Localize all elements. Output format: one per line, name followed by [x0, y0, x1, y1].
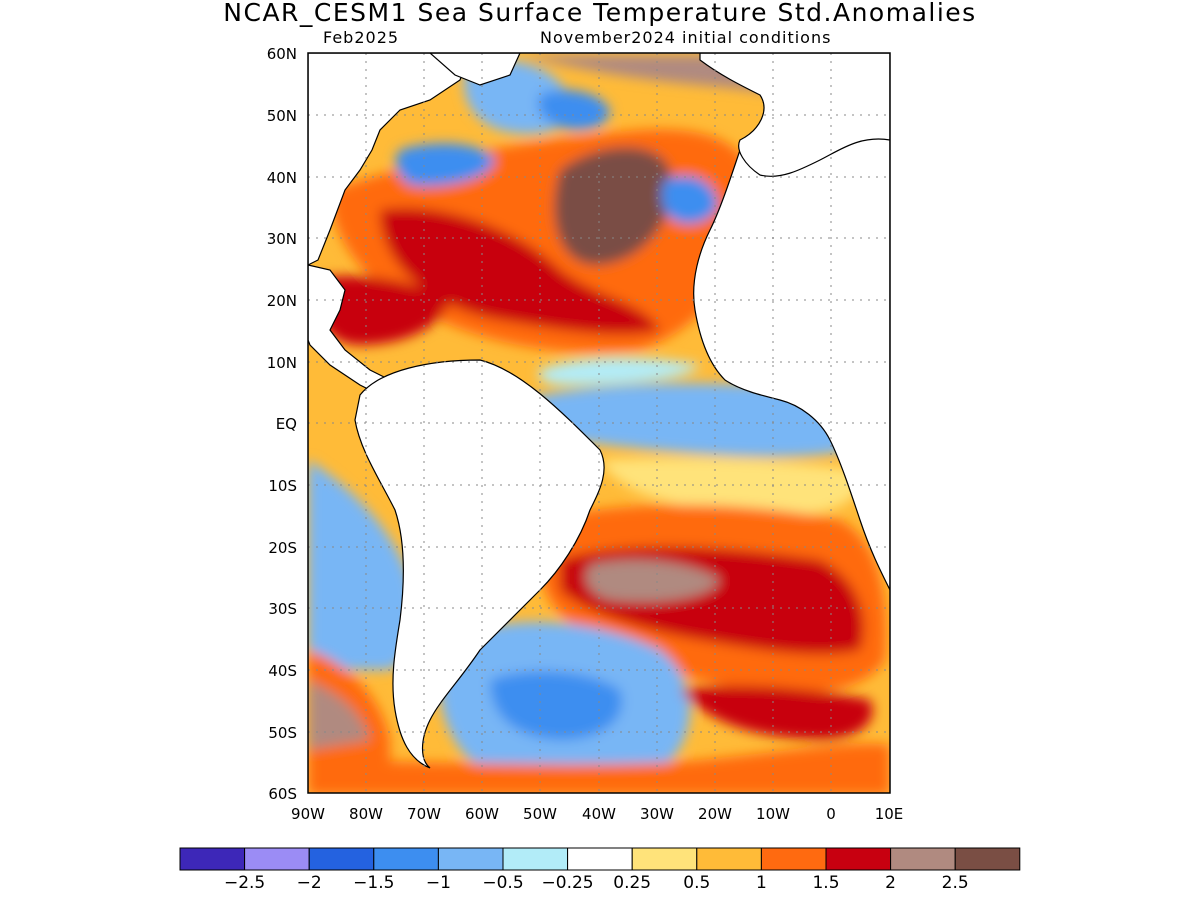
southern-warm-band — [308, 743, 890, 793]
colorbar-swatch — [631, 847, 698, 871]
lat-label-2: 40N — [267, 169, 297, 187]
colorbar-swatch — [696, 847, 762, 871]
lon-label-10: 10E — [875, 805, 904, 823]
lat-label-9: 30S — [268, 600, 297, 618]
colorbar-swatch — [760, 847, 827, 871]
na-extreme-region — [554, 147, 672, 266]
colorbar-tick-label: −2 — [297, 873, 322, 893]
colorbar-tick-label: −0.5 — [482, 873, 523, 893]
colorbar-tick-label: 0.25 — [613, 873, 651, 893]
map-frame — [307, 52, 891, 794]
lat-label-11: 50S — [268, 724, 297, 742]
lat-label-3: 30N — [267, 230, 297, 248]
forecast-month: Feb2025 — [323, 28, 400, 47]
north-cool-core — [538, 90, 610, 130]
colorbar-legend: −2.5 −2 −1.5 −1 −0.5 −0.25 0.25 0.5 1 1.5 2 2.5 — [179, 847, 1021, 893]
greenland-land — [429, 53, 521, 86]
south-tropical-light — [600, 458, 862, 516]
initial-conditions-label: November2024 initial conditions — [540, 28, 832, 47]
lat-label-0: 60N — [267, 45, 297, 63]
lat-label-6: EQ — [276, 415, 297, 433]
anomaly-field — [308, 53, 890, 793]
south-america-land — [354, 359, 605, 769]
colorbar-tick-label: 0.5 — [683, 873, 710, 893]
lon-label-7: 20W — [698, 805, 732, 823]
lat-label-10: 40S — [268, 662, 297, 680]
pacific-cool-region — [308, 460, 414, 670]
longitude-axis: 90W 80W 70W 60W 50W 40W 30W 20W 10W 0 10… — [291, 805, 903, 823]
colorbar-tick-label: 2 — [885, 873, 896, 893]
lon-label-4: 50W — [523, 805, 557, 823]
colorbar-tick-label: −2.5 — [224, 873, 265, 893]
lon-label-0: 90W — [291, 805, 325, 823]
mid-atlantic-cool — [661, 176, 718, 224]
colorbar-swatch — [179, 847, 246, 871]
colorbar-swatch — [437, 847, 504, 871]
central-america-land — [308, 264, 391, 396]
lat-label-4: 20N — [267, 292, 297, 310]
latitude-axis: 60N 50N 40N 30N 20N 10N EQ 10S 20S 30S 4… — [267, 45, 297, 803]
colorbar-swatch — [825, 847, 892, 871]
colorbar-swatch — [502, 847, 569, 871]
colorbar-tick-label: −1 — [426, 873, 451, 893]
lon-label-2: 70W — [407, 805, 441, 823]
lon-label-8: 10W — [756, 805, 790, 823]
colorbar-tick-label: 1 — [756, 873, 767, 893]
lat-label-5: 10N — [267, 354, 297, 372]
colorbar-swatch — [567, 847, 633, 871]
colorbar-tick-label: −0.25 — [542, 873, 594, 893]
lat-label-12: 60S — [268, 785, 297, 803]
africa-land — [693, 135, 890, 591]
lon-label-3: 60W — [465, 805, 499, 823]
colorbar-swatch — [244, 847, 310, 871]
colorbar-swatch — [890, 847, 956, 871]
na-hot-region — [380, 208, 660, 335]
north-america-land — [308, 53, 471, 266]
map-title: NCAR_CESM1 Sea Surface Temperature Std.A… — [223, 0, 977, 27]
colorbar-tick-label: −1.5 — [353, 873, 394, 893]
south-cool-core — [490, 671, 622, 740]
lat-label-8: 20S — [268, 539, 297, 557]
lon-label-9: 0 — [826, 805, 836, 823]
colorbar-tick-label: 1.5 — [812, 873, 839, 893]
pacific-south-extreme — [308, 680, 370, 750]
lat-label-1: 50N — [267, 107, 297, 125]
lon-label-5: 40W — [582, 805, 616, 823]
grid-lines — [308, 53, 890, 793]
colorbar-swatch — [954, 847, 1021, 871]
sa-extreme-region — [586, 560, 720, 602]
lat-label-7: 10S — [268, 477, 297, 495]
caribbean-hot — [312, 276, 450, 345]
europe-land — [699, 53, 890, 177]
colorbar-tick-label: 2.5 — [942, 873, 969, 893]
southern-hot-band — [680, 685, 873, 740]
colorbar-swatch — [373, 847, 439, 871]
north-tropical-light — [538, 358, 700, 385]
lon-label-6: 30W — [640, 805, 674, 823]
colorbar-swatch — [308, 847, 375, 871]
gulfstream-cool — [395, 143, 495, 187]
lon-label-1: 80W — [349, 805, 383, 823]
